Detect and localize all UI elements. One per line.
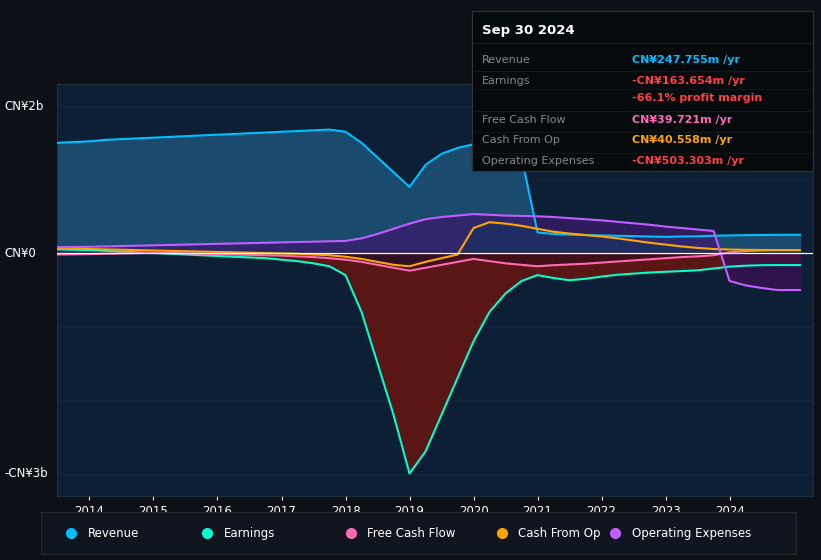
- Text: Operating Expenses: Operating Expenses: [631, 527, 751, 540]
- Text: Free Cash Flow: Free Cash Flow: [482, 115, 566, 125]
- Text: -CN¥163.654m /yr: -CN¥163.654m /yr: [632, 76, 745, 86]
- Text: Earnings: Earnings: [482, 76, 531, 86]
- Text: Sep 30 2024: Sep 30 2024: [482, 24, 575, 37]
- Text: Earnings: Earnings: [224, 527, 275, 540]
- Text: -66.1% profit margin: -66.1% profit margin: [632, 93, 763, 103]
- Text: -CN¥3b: -CN¥3b: [4, 467, 48, 480]
- Text: CN¥40.558m /yr: CN¥40.558m /yr: [632, 136, 732, 146]
- Text: CN¥2b: CN¥2b: [4, 100, 44, 113]
- Text: Revenue: Revenue: [88, 527, 140, 540]
- Text: Revenue: Revenue: [482, 55, 531, 65]
- Text: CN¥39.721m /yr: CN¥39.721m /yr: [632, 115, 732, 125]
- Text: Free Cash Flow: Free Cash Flow: [367, 527, 456, 540]
- Text: Cash From Op: Cash From Op: [482, 136, 560, 146]
- Text: CN¥0: CN¥0: [4, 246, 36, 259]
- Text: -CN¥503.303m /yr: -CN¥503.303m /yr: [632, 156, 744, 166]
- Text: CN¥247.755m /yr: CN¥247.755m /yr: [632, 55, 741, 65]
- Text: Cash From Op: Cash From Op: [518, 527, 601, 540]
- Text: Operating Expenses: Operating Expenses: [482, 156, 594, 166]
